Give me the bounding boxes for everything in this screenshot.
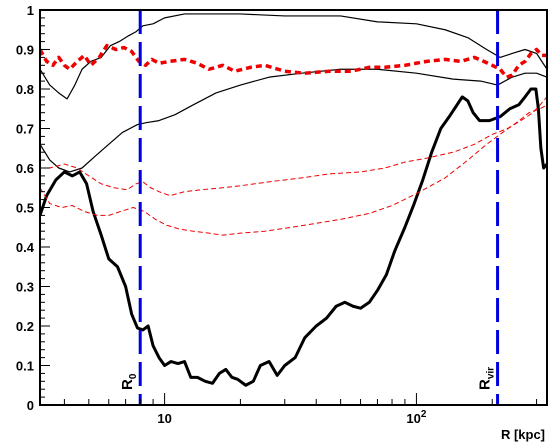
marker-label-text: Rvir bbox=[477, 367, 497, 390]
x-tick-label-base: 10 bbox=[157, 411, 171, 426]
y-tick-label: 1 bbox=[27, 3, 34, 18]
y-tick-label: 0.4 bbox=[16, 240, 35, 255]
x-tick-label: 102 bbox=[406, 409, 426, 426]
x-tick-label-exponent: 2 bbox=[421, 409, 427, 420]
y-tick-label: 0.3 bbox=[16, 280, 34, 295]
y-tick-label: 0.8 bbox=[16, 82, 34, 97]
series-layer bbox=[40, 13, 547, 387]
y-tick-label: 0.7 bbox=[16, 122, 34, 137]
series-line-1 bbox=[40, 87, 547, 387]
series-line-4 bbox=[40, 43, 547, 79]
series-line-5 bbox=[40, 96, 547, 197]
series-line-3 bbox=[40, 68, 547, 173]
marker-label-base: R bbox=[477, 379, 494, 390]
series-line-6 bbox=[40, 104, 547, 236]
marker-label-subscript: vir bbox=[486, 367, 497, 379]
x-tick-label-base: 10 bbox=[406, 411, 420, 426]
series-line-2 bbox=[40, 13, 547, 100]
plot-frame bbox=[39, 9, 548, 406]
y-tick-label: 0.5 bbox=[16, 201, 34, 216]
y-tick-label: 0 bbox=[27, 398, 34, 413]
y-tick-label: 0.6 bbox=[16, 161, 34, 176]
marker-label-text: R0 bbox=[119, 373, 139, 390]
marker-label-0: R0 bbox=[119, 373, 139, 390]
y-tick-label: 0.9 bbox=[16, 43, 34, 58]
y-tick-label: 0.2 bbox=[16, 319, 34, 334]
marker-label-subscript: 0 bbox=[128, 373, 139, 379]
x-tick-label: 10 bbox=[157, 411, 171, 426]
x-axis-title: R [kpc] bbox=[501, 427, 545, 442]
marker-label-vir: Rvir bbox=[477, 367, 497, 390]
y-tick-label: 0.1 bbox=[16, 359, 34, 374]
marker-label-base: R bbox=[119, 379, 136, 390]
